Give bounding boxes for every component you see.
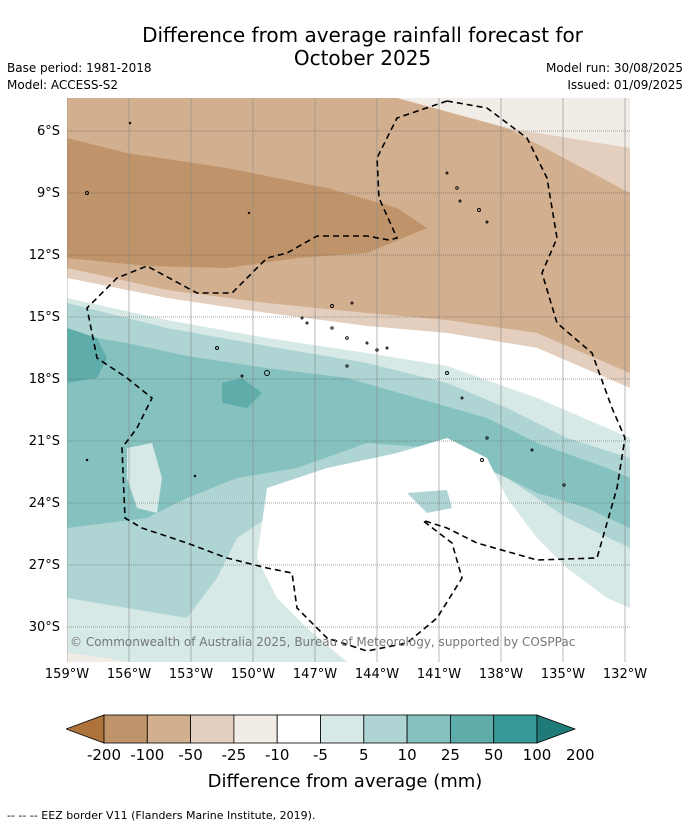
lat-label-6s: 6°S <box>36 124 60 139</box>
eez-border-lines <box>86 100 626 652</box>
lat-label-12s: 12°S <box>28 248 60 263</box>
colorbar-cell <box>190 714 235 744</box>
colorbar-tick-label: 100 <box>522 746 552 764</box>
near-average-zone <box>257 438 630 662</box>
lon-label-159w: 159°W <box>44 667 90 682</box>
colorbar-cell <box>103 714 148 744</box>
colorbar <box>66 714 577 744</box>
colorbar-tick-label: 25 <box>440 746 460 764</box>
colorbar-cell <box>320 714 365 744</box>
colorbar-title: Difference from average (mm) <box>207 771 483 792</box>
colorbar-tick-label: -5 <box>313 746 328 764</box>
colorbar-tick-label: -100 <box>130 746 165 764</box>
colorbar-cell <box>493 714 538 744</box>
colorbar-tick-label: -50 <box>178 746 203 764</box>
rain-zone-plus25 <box>67 333 630 528</box>
lon-label-153w: 153°W <box>168 667 214 682</box>
lon-label-150w: 150°W <box>230 667 276 682</box>
lon-label-132w: 132°W <box>602 667 648 682</box>
map-title: Difference from average rainfall forecas… <box>142 23 583 70</box>
colorbar-tick-label: 10 <box>397 746 417 764</box>
lat-label-27s: 27°S <box>28 558 60 573</box>
lat-label-30s: 30°S <box>28 620 60 635</box>
lat-label-18s: 18°S <box>28 372 60 387</box>
lon-label-156w: 156°W <box>106 667 152 682</box>
colorbar-tick-label: -200 <box>86 746 122 764</box>
lon-label-138w: 138°W <box>478 667 524 682</box>
lat-label-24s: 24°S <box>28 496 60 511</box>
island-outlines <box>85 121 566 487</box>
colorbar-cell <box>146 714 192 744</box>
colorbar-cells <box>66 714 577 744</box>
colorbar-tick-label: -10 <box>264 746 290 764</box>
colorbar-tick-label: 200 <box>565 746 595 764</box>
lon-label-144w: 144°W <box>354 667 400 682</box>
colorbar-tick-label: -25 <box>221 746 247 764</box>
rain-zone-plus50-central <box>222 378 262 408</box>
lat-label-9s: 9°S <box>36 186 60 201</box>
lon-label-135w: 135°W <box>540 667 586 682</box>
eez-legend: -- -- -- EEZ border V11 (Flanders Marine… <box>7 809 316 822</box>
copyright-notice: © Commonwealth of Australia 2025, Bureau… <box>70 635 576 649</box>
lat-label-21s: 21°S <box>28 434 60 449</box>
rain-zone-plus50-west <box>67 328 107 383</box>
lon-label-141w: 141°W <box>416 667 462 682</box>
colorbar-cell <box>363 714 408 744</box>
colorbar-tick-label: 50 <box>484 746 504 764</box>
colorbar-cell <box>449 714 495 744</box>
colorbar-extend-low <box>66 714 105 744</box>
colorbar-extend-high <box>536 714 577 744</box>
colorbar-tick-label: 5 <box>359 746 369 764</box>
colorbar-cell <box>406 714 451 744</box>
colorbar-cell <box>276 714 321 744</box>
base-period-model-info: Base period: 1981-2018 Model: ACCESS-S2 <box>7 61 152 92</box>
rainfall-difference-map <box>67 98 630 662</box>
lon-label-147w: 147°W <box>292 667 338 682</box>
colorbar-cell <box>233 714 278 744</box>
model-run-issued-info: Model run: 30/08/2025 Issued: 01/09/2025 <box>545 61 683 92</box>
lat-label-15s: 15°S <box>28 310 60 325</box>
